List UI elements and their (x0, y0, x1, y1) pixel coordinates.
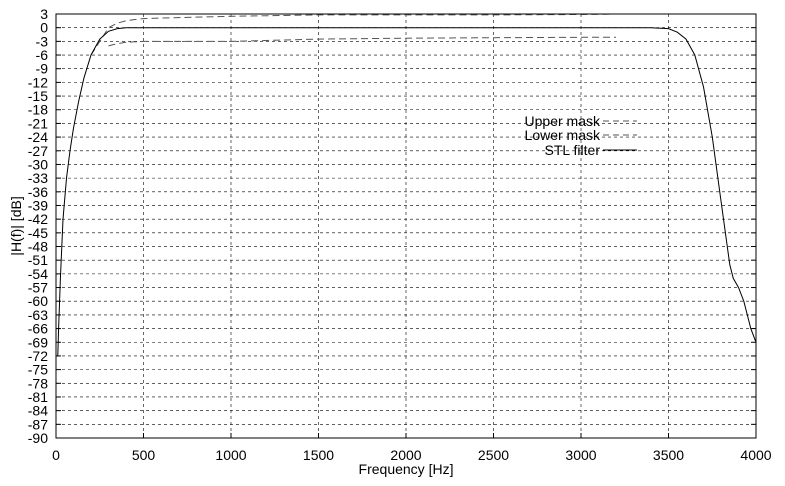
x-tick-label: 2500 (478, 447, 509, 463)
legend-label-upper-mask: Upper mask (525, 113, 601, 129)
y-tick-label: -30 (28, 156, 48, 172)
y-tick-label: -33 (28, 170, 48, 186)
y-tick-label: -75 (28, 362, 48, 378)
y-tick-label: -9 (36, 61, 49, 77)
y-tick-label: 0 (40, 20, 48, 36)
legend: Upper mask Lower mask STL filter (525, 113, 637, 158)
x-tick-label: 0 (52, 447, 60, 463)
series-line-stl-filter (57, 27, 757, 356)
x-tick-label: 1500 (303, 447, 334, 463)
x-tick-label: 1000 (215, 447, 246, 463)
y-tick-labels: 30-3-6-9-12-15-18-21-24-27-30-33-36-39-4… (28, 6, 48, 446)
y-tick-label: -78 (28, 375, 48, 391)
y-tick-label: -12 (28, 74, 48, 90)
y-tick-label: -66 (28, 321, 48, 337)
y-tick-label: -36 (28, 184, 48, 200)
x-axis-label: Frequency [Hz] (359, 461, 454, 477)
grid-lines (55, 13, 757, 439)
y-tick-label: -39 (28, 197, 48, 213)
y-tick-label: -48 (28, 239, 48, 255)
y-tick-label: -6 (36, 47, 49, 63)
y-tick-label: -72 (28, 348, 48, 364)
y-tick-label: 3 (40, 6, 48, 22)
series-layer (57, 13, 757, 356)
x-tick-label: 2000 (390, 447, 421, 463)
plot-frame (55, 13, 757, 439)
y-tick-label: -57 (28, 280, 48, 296)
y-tick-label: -45 (28, 225, 48, 241)
x-tick-label: 500 (132, 447, 156, 463)
x-tick-label: 3000 (565, 447, 596, 463)
y-tick-label: -69 (28, 334, 48, 350)
y-tick-label: -3 (36, 33, 49, 49)
y-tick-label: -18 (28, 102, 48, 118)
series-line-lower-mask (108, 36, 616, 47)
y-tick-label: -63 (28, 307, 48, 323)
y-tick-label: -81 (28, 389, 48, 405)
y-tick-label: -42 (28, 211, 48, 227)
y-tick-label: -60 (28, 293, 48, 309)
y-tick-label: -54 (28, 266, 48, 282)
x-tick-labels: 0 500 1000 1500 2000 2500 3000 3500 4000 (52, 447, 772, 463)
y-tick-label: -21 (28, 115, 48, 131)
y-tick-label: -51 (28, 252, 48, 268)
x-tick-label: 3500 (653, 447, 684, 463)
x-tick-label: 4000 (740, 447, 771, 463)
y-tick-label: -27 (28, 143, 48, 159)
series-line-upper-mask (90, 13, 617, 56)
y-tick-label: -90 (28, 430, 48, 446)
y-axis-label: |H(f)| [dB] (8, 196, 24, 255)
y-tick-label: -15 (28, 88, 48, 104)
legend-label-lower-mask: Lower mask (525, 127, 601, 143)
y-tick-label: -87 (28, 416, 48, 432)
y-tick-label: -84 (28, 403, 48, 419)
y-tick-label: -24 (28, 129, 48, 145)
legend-label-stl-filter: STL filter (545, 142, 601, 158)
